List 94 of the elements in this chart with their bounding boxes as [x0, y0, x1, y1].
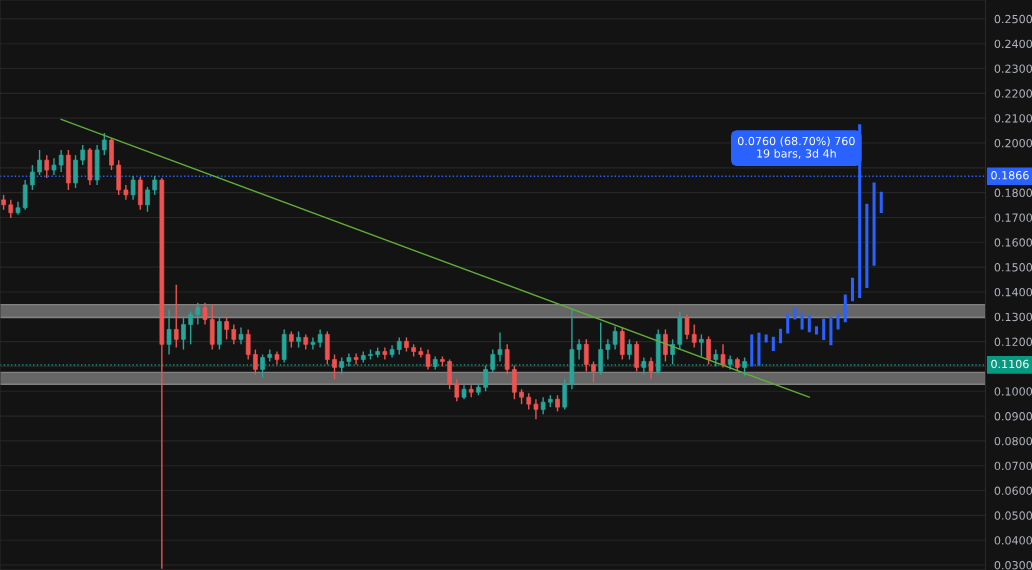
y-tick-label: 0.2100 [994, 114, 1032, 123]
y-tick-label: 0.0400 [994, 536, 1032, 545]
candlestick [181, 316, 186, 351]
y-tick-label: 0.1700 [994, 213, 1032, 222]
candlestick [166, 308, 172, 356]
candlestick [691, 323, 697, 349]
y-tick-label: 0.0600 [994, 486, 1032, 495]
y-tick-label: 0.2000 [994, 138, 1032, 148]
candlestick [173, 284, 179, 349]
candlestick [73, 154, 78, 189]
y-tick-label: 0.1500 [994, 263, 1032, 272]
candlestick [865, 202, 869, 288]
candlestick [872, 182, 876, 266]
candlestick [598, 321, 604, 376]
candlestick [332, 353, 337, 381]
candlestick [231, 323, 237, 346]
y-tick-label: 0.0500 [994, 511, 1032, 520]
candlestick [44, 154, 50, 179]
y-tick-label: 0.2300 [994, 64, 1032, 73]
y-tick-label: 0.1400 [994, 287, 1032, 297]
candlestick [497, 331, 503, 363]
candlestick [663, 328, 668, 363]
candlestick [634, 340, 639, 373]
candlestick [188, 310, 193, 346]
candlestick [195, 301, 201, 326]
ref-line-label: 0.1106 [991, 359, 1029, 369]
y-tick-label: 0.0800 [994, 436, 1032, 446]
candlestick [152, 175, 157, 196]
candlestick [619, 326, 625, 361]
y-tick-label: 0.0300 [994, 561, 1032, 570]
annotation: 0.0760 (68.70%) 760 19 bars, 3d 4h [737, 136, 855, 159]
candlestick [786, 313, 790, 334]
candlestick [22, 179, 28, 211]
candlestick [684, 313, 690, 341]
y-tick-label: 0.1300 [994, 312, 1032, 322]
candlestick [130, 175, 136, 201]
candlestick [807, 315, 811, 334]
candlestick [814, 326, 819, 335]
candlestick [742, 356, 747, 378]
y-tick-label: 0.1600 [994, 238, 1032, 247]
candlestick [80, 144, 86, 166]
y-tick-label: 0.1200 [994, 337, 1032, 346]
candlestick [353, 352, 359, 366]
candlestick [30, 164, 35, 191]
candlestick [627, 338, 632, 361]
candlestick [757, 332, 761, 366]
candlestick [202, 301, 208, 326]
candlestick [829, 315, 833, 346]
candlestick [771, 336, 775, 352]
candlestick [779, 328, 783, 344]
candlestick [670, 338, 675, 366]
y-tick-label: 0.2500 [994, 14, 1032, 24]
candlestick [720, 343, 726, 369]
candlestick [591, 360, 596, 384]
candlestick [879, 191, 883, 214]
candlestick [504, 343, 510, 376]
candlestick [245, 328, 251, 361]
candlestick [750, 334, 754, 367]
candlestick [238, 326, 244, 346]
candlestick [562, 378, 568, 411]
candlestick [145, 186, 150, 213]
candlestick [699, 333, 704, 358]
candlestick [793, 306, 797, 320]
candlestick [8, 199, 14, 219]
candlestick [454, 378, 460, 402]
candlestick [850, 276, 854, 303]
candlestick [260, 353, 265, 379]
y-tick-label: 0.1800 [994, 188, 1032, 198]
candlestick [648, 356, 654, 381]
candlestick [217, 316, 222, 351]
candlestick [800, 311, 804, 330]
candlestick [836, 313, 840, 330]
ref-line-label: 0.1866 [991, 171, 1029, 180]
candlestick [533, 398, 539, 421]
candlestick [490, 348, 496, 374]
candlestick [447, 358, 452, 390]
candlestick [483, 364, 488, 392]
candlestick [37, 149, 42, 176]
candlestick [843, 294, 847, 323]
y-tick-label: 0.0900 [994, 412, 1032, 421]
candlestick [101, 132, 107, 156]
candlestick [58, 149, 64, 173]
y-tick-label: 0.0700 [994, 461, 1032, 471]
candlestick [706, 335, 711, 366]
candlestick [583, 338, 589, 373]
candlestick [253, 348, 258, 376]
y-tick-label: 0.1000 [994, 387, 1032, 396]
y-tick-label: 0.2400 [994, 39, 1032, 49]
candlestick [764, 334, 768, 343]
y-tick-label: 0.2200 [994, 89, 1032, 98]
candlestick [425, 348, 431, 371]
candlestick [512, 364, 517, 400]
candlestick [822, 318, 826, 341]
candlestick [224, 316, 229, 341]
